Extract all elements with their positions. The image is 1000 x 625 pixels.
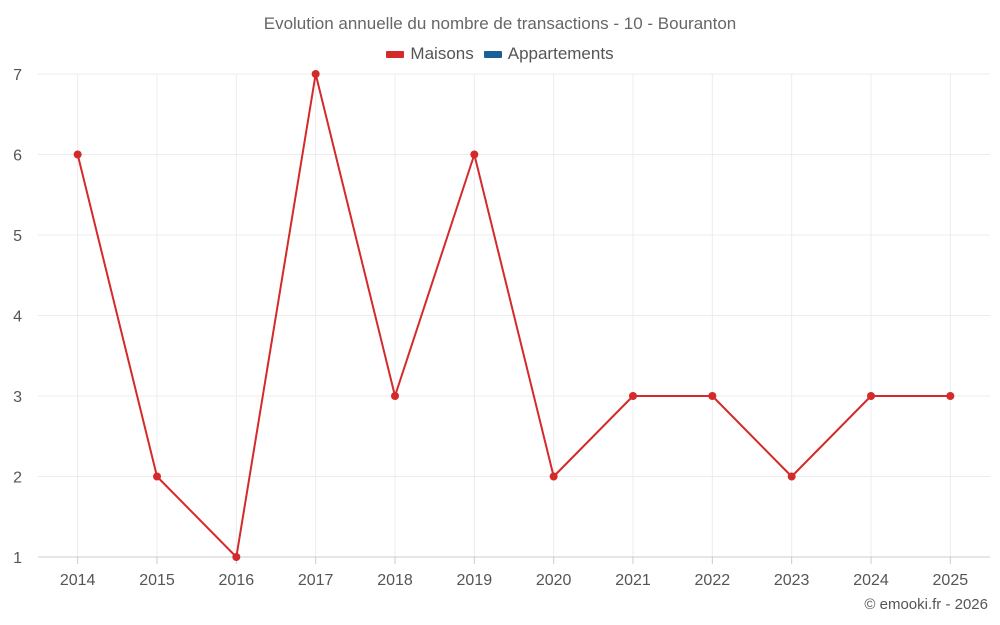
x-tick-label: 2025 xyxy=(933,572,969,589)
legend-swatch-maisons xyxy=(386,50,405,58)
legend-label-maisons: Maisons xyxy=(410,44,474,63)
y-tick-label: 4 xyxy=(13,309,22,326)
x-tick-label: 2015 xyxy=(139,572,175,589)
data-point xyxy=(311,70,320,78)
x-tick-label: 2019 xyxy=(457,572,493,589)
x-tick-label: 2024 xyxy=(853,572,889,589)
x-tick-label: 2018 xyxy=(377,572,413,589)
legend-item-maisons[interactable]: Maisons xyxy=(386,44,474,64)
data-point xyxy=(232,553,241,561)
x-tick-label: 2016 xyxy=(219,572,255,589)
legend-swatch-appartements xyxy=(483,50,502,58)
data-point xyxy=(946,392,955,400)
y-tick-label: 1 xyxy=(13,550,22,567)
y-tick-label: 5 xyxy=(13,228,22,245)
data-point xyxy=(153,472,161,481)
data-point xyxy=(629,392,637,400)
x-tick-label: 2022 xyxy=(695,572,731,589)
x-tick-label: 2014 xyxy=(60,572,96,589)
x-tick-label: 2021 xyxy=(615,572,651,589)
chart-title: Evolution annuelle du nombre de transact… xyxy=(263,14,737,33)
credit-text: © emooki.fr - 2026 xyxy=(864,596,988,613)
y-tick-label: 7 xyxy=(13,67,22,84)
y-tick-label: 3 xyxy=(13,389,22,406)
series-line-maisons xyxy=(76,73,951,558)
data-point xyxy=(549,472,558,481)
x-tick-label: 2017 xyxy=(298,572,334,589)
y-tick-label: 6 xyxy=(13,148,22,165)
x-tick-label: 2023 xyxy=(774,572,810,589)
legend-label-appartements: Appartements xyxy=(507,44,614,63)
data-point xyxy=(391,392,399,400)
data-point xyxy=(787,472,796,481)
data-point xyxy=(470,150,479,159)
data-point xyxy=(73,150,82,159)
y-tick-label: 2 xyxy=(13,470,22,487)
legend: Maisons Appartements xyxy=(0,44,1000,64)
data-point xyxy=(867,392,875,400)
legend-item-appartements[interactable]: Appartements xyxy=(483,44,614,64)
x-tick-label: 2020 xyxy=(536,572,572,589)
data-point xyxy=(708,392,717,400)
